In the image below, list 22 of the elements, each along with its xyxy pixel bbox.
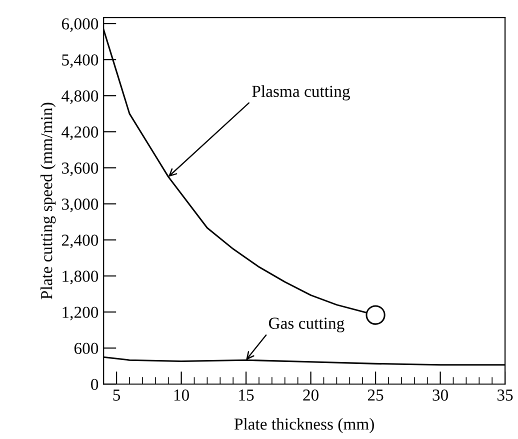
y-axis-title: Plate cutting speed (mm/min) (40, 102, 56, 300)
annotation: Gas cutting (268, 318, 344, 332)
y-tick-label: 3,000 (62, 198, 98, 212)
y-tick-label: 1,200 (62, 306, 98, 320)
x-tick-label: 10 (174, 389, 189, 401)
annotation: Plasma cutting (252, 85, 350, 100)
x-tick-label: 30 (432, 389, 448, 401)
x-tick-label: 35 (498, 390, 513, 401)
y-tick-label: 6,000 (62, 18, 98, 32)
y-tick-label: 4,200 (62, 126, 98, 140)
y-tick-label: 3,600 (62, 162, 98, 176)
y-tick-label: 0 (91, 378, 98, 390)
x-tick-label: 20 (303, 389, 318, 401)
y-tick-label: 4,800 (62, 90, 98, 104)
y-tick-label: 2,400 (62, 234, 98, 248)
x-axis-title: Plate thickness (mm) (234, 418, 374, 434)
x-tick-label: 15 (239, 390, 254, 401)
x-tick-label: 25 (368, 390, 384, 401)
y-tick-label: 5,400 (62, 54, 98, 68)
y-tick-label: 1,800 (62, 270, 98, 284)
y-tick-label: 600 (74, 342, 98, 354)
x-tick-label: 5 (113, 390, 120, 401)
